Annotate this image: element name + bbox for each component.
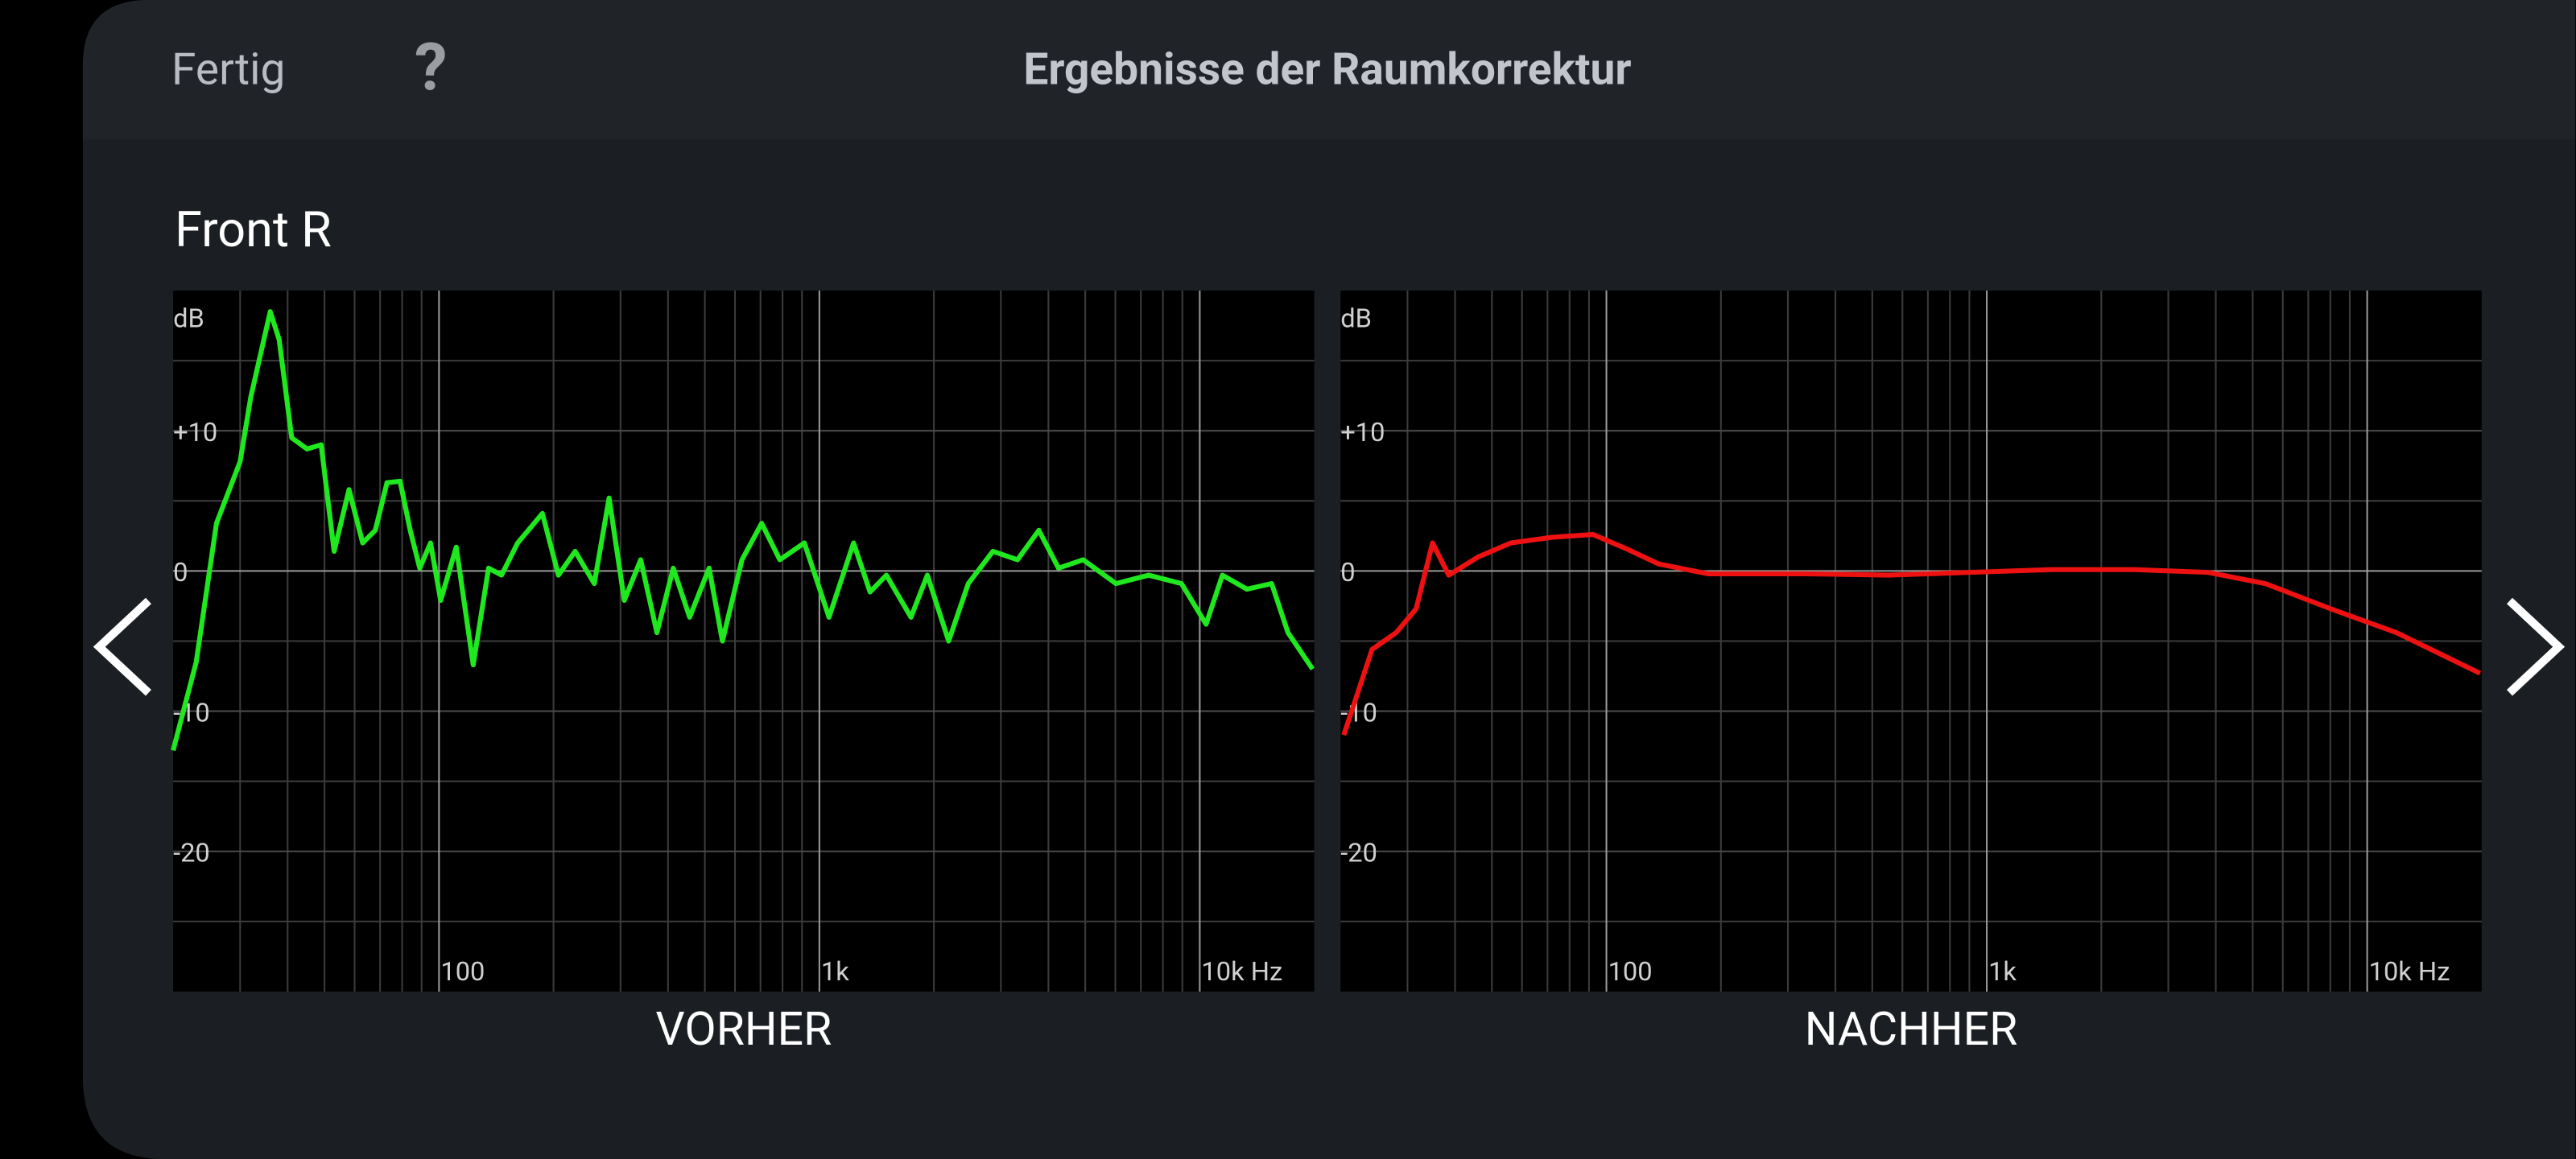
x-tick-label: 1k xyxy=(821,956,849,987)
previous-arrow[interactable] xyxy=(93,597,151,696)
x-tick-label: 100 xyxy=(1608,956,1653,987)
x-tick-label: 10k Hz xyxy=(1201,956,1282,987)
chart-caption: VORHER xyxy=(655,1002,832,1056)
y-tick-label: +10 xyxy=(173,417,217,448)
y-tick-label: 0 xyxy=(173,557,188,588)
response-line xyxy=(171,309,1315,752)
help-button[interactable]: ? xyxy=(415,28,448,105)
x-tick-label: 10k Hz xyxy=(2369,956,2450,987)
response-line xyxy=(1341,532,2482,736)
next-arrow[interactable] xyxy=(2507,597,2566,696)
section-title: Front R xyxy=(175,200,332,258)
page-title: Ergebnisse der Raumkorrektur xyxy=(1023,43,1631,95)
y-tick-label: -20 xyxy=(1340,837,1377,868)
chart-caption: NACHHER xyxy=(1805,1002,2018,1056)
y-axis-label: dB xyxy=(1340,303,1372,333)
y-tick-label: 0 xyxy=(1340,557,1355,588)
done-button[interactable]: Fertig xyxy=(171,43,285,95)
y-tick-label: +10 xyxy=(1340,417,1385,448)
header-bar xyxy=(82,0,2576,140)
x-tick-label: 1k xyxy=(1988,956,2017,987)
y-tick-label: -20 xyxy=(173,837,210,868)
y-axis-label: dB xyxy=(173,303,204,333)
x-tick-label: 100 xyxy=(440,956,485,987)
